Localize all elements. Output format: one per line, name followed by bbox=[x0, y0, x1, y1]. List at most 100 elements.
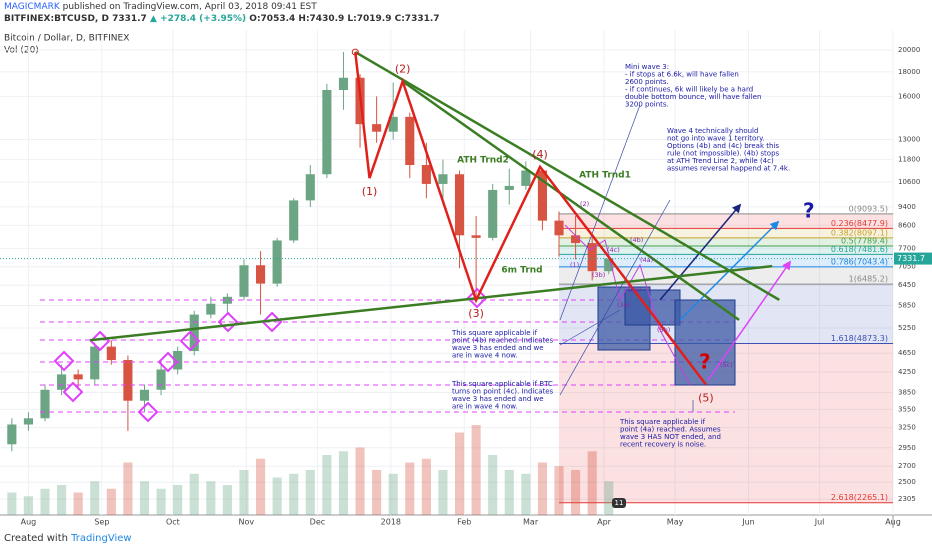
pointer bbox=[559, 104, 641, 321]
volume-bar bbox=[405, 462, 415, 515]
candle-body bbox=[73, 374, 83, 380]
candle-body bbox=[405, 116, 415, 166]
created-with: Created with bbox=[4, 533, 68, 544]
note-line: double bottom bounce, will have fallen bbox=[625, 93, 761, 101]
fib-label: 0.786(7043.4) bbox=[831, 257, 888, 266]
volume-bar bbox=[255, 458, 266, 515]
note-line: wave 3 has ended and we bbox=[452, 344, 544, 352]
y-tick-label: 2700 bbox=[898, 462, 916, 470]
badge: 11 bbox=[615, 499, 624, 507]
trendline-label: 6m Trnd bbox=[501, 266, 542, 276]
candle-body bbox=[123, 360, 133, 401]
chart-title: Bitcoin / Dollar, D, BITFINEX bbox=[4, 34, 129, 44]
note-line: Mini wave 3: bbox=[625, 63, 669, 71]
wave-label: (1) bbox=[362, 185, 378, 198]
mini-wave-label: (4a) bbox=[640, 256, 653, 264]
candle-body bbox=[239, 265, 249, 297]
volume-bar bbox=[554, 466, 564, 515]
fib-label: 0.236(8477.9) bbox=[831, 219, 888, 228]
x-tick-label: Dec bbox=[310, 518, 325, 527]
fib-label: 0.382(8097.1) bbox=[831, 228, 888, 237]
note-line: rule (not impossible). (4b) stops bbox=[667, 150, 780, 158]
x-tick-label: Mar bbox=[523, 518, 539, 527]
diamond bbox=[466, 287, 488, 309]
y-tick-label: 8600 bbox=[898, 221, 916, 229]
ohlc: O:7053.4 H:7430.9 L:7019.9 C:7331.7 bbox=[249, 14, 440, 24]
fib-label: 0(9093.5) bbox=[849, 204, 888, 213]
footer: Created with TradingView bbox=[4, 533, 132, 544]
x-tick-label: May bbox=[667, 518, 684, 527]
candle-body bbox=[438, 174, 448, 184]
candle-body bbox=[322, 89, 332, 175]
volume-bar bbox=[388, 473, 398, 515]
volume-bar bbox=[189, 473, 199, 515]
volume-bar bbox=[57, 485, 67, 515]
diamond bbox=[137, 401, 159, 423]
y-tick-label: 6450 bbox=[898, 281, 916, 289]
symbol: BITFINEX:BTCUSD, D bbox=[4, 14, 109, 24]
y-tick-label: 11800 bbox=[898, 156, 920, 164]
publish-line: MAGICMARK published on TradingView.com, … bbox=[4, 2, 317, 12]
volume-bar bbox=[421, 458, 431, 515]
fib-label: 0.618(7481.6) bbox=[831, 245, 888, 254]
volume-bar bbox=[372, 470, 382, 515]
mini-path bbox=[564, 224, 691, 386]
wave-label: (3) bbox=[468, 307, 484, 320]
y-tick-label: 3550 bbox=[898, 405, 916, 413]
volume-bar bbox=[571, 470, 581, 515]
note-line: 2600 points. bbox=[625, 78, 669, 86]
volume-bar bbox=[305, 470, 315, 515]
box bbox=[624, 289, 681, 326]
volume-bar bbox=[139, 481, 150, 515]
candle-body bbox=[421, 165, 431, 184]
y-tick-label: 7700 bbox=[898, 244, 916, 252]
trendline-label: ATH Trnd1 bbox=[579, 171, 631, 181]
candle-body bbox=[338, 77, 349, 90]
volume-bar bbox=[206, 481, 216, 515]
y-tick-label: 9400 bbox=[898, 203, 916, 211]
x-tick-label: Aug bbox=[885, 518, 901, 527]
x-tick-label: Apr bbox=[597, 518, 612, 527]
candle-body bbox=[90, 346, 100, 380]
mini-wave-label: (5b) bbox=[657, 326, 670, 334]
diamond bbox=[179, 330, 201, 352]
note-line: at ATH Trend Line 2, while (4c) bbox=[667, 157, 774, 165]
fib-label: 1(6485.2) bbox=[849, 275, 888, 284]
volume-bar bbox=[289, 473, 299, 515]
fib-label: 1.618(4873.3) bbox=[831, 334, 888, 343]
y-tick-label: 3850 bbox=[898, 388, 916, 396]
note-line: - if stops at 6.6k, will have fallen bbox=[625, 71, 739, 79]
pointer bbox=[559, 309, 621, 346]
volume-bar bbox=[239, 470, 249, 515]
fib-band bbox=[559, 254, 893, 267]
y-tick-label: 5850 bbox=[898, 301, 916, 309]
volume-bar bbox=[438, 470, 448, 515]
candle-body bbox=[537, 170, 547, 221]
trendline bbox=[89, 264, 773, 342]
volume-bar bbox=[521, 473, 531, 515]
symbol-line: BITFINEX:BTCUSD, D 7331.7 ▲ +278.4 (+3.9… bbox=[4, 14, 440, 24]
volume-bar bbox=[23, 496, 33, 515]
y-tick-label: 4250 bbox=[898, 368, 916, 376]
question-blue: ? bbox=[803, 199, 815, 223]
last: 7331.7 bbox=[112, 14, 147, 24]
candle-body bbox=[272, 240, 282, 284]
badge-bg bbox=[612, 498, 626, 508]
note-line: wave 3 has ended and we bbox=[452, 395, 544, 403]
note-line: recent recovery is noise. bbox=[620, 441, 706, 449]
volume-bar bbox=[173, 485, 183, 515]
volume-bar bbox=[272, 477, 282, 515]
note-line: This square applicable if bbox=[451, 329, 538, 337]
arrow bbox=[707, 260, 792, 381]
brand[interactable]: TradingView bbox=[71, 533, 132, 544]
volume-bar bbox=[537, 462, 547, 515]
volume-bar bbox=[587, 451, 597, 515]
x-tick-label: Feb bbox=[457, 518, 471, 527]
trendline bbox=[401, 80, 740, 321]
candle-body bbox=[587, 243, 597, 272]
fib-band bbox=[559, 237, 893, 246]
candle-body bbox=[305, 174, 315, 201]
volume-bar bbox=[355, 447, 365, 515]
volume-bar bbox=[106, 488, 116, 515]
author[interactable]: MAGICMARK bbox=[4, 2, 60, 12]
